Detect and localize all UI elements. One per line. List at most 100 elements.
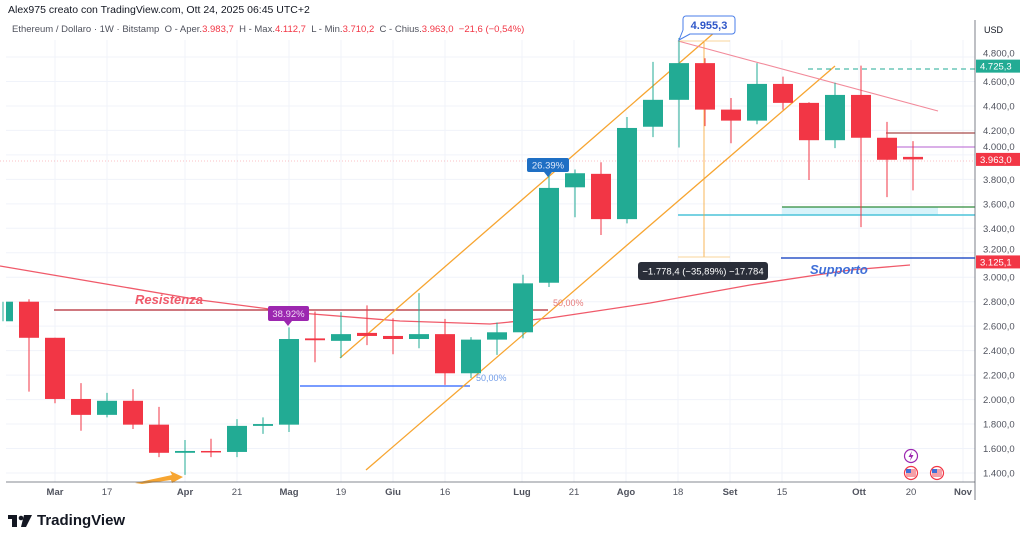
us-flag-icon[interactable] xyxy=(903,465,919,481)
candle[interactable] xyxy=(539,173,559,288)
candle[interactable] xyxy=(851,65,871,228)
price-tick: 2.200,0 xyxy=(983,371,1015,382)
candle-body xyxy=(97,400,117,415)
candle[interactable] xyxy=(435,318,455,385)
high-callout[interactable]: 4.955,3 xyxy=(691,20,728,32)
arrow-icon xyxy=(135,471,183,484)
candle[interactable] xyxy=(695,58,715,127)
price-tag-label: 3.125,1 xyxy=(980,257,1012,268)
time-tick: 17 xyxy=(102,487,113,498)
candle[interactable] xyxy=(721,97,741,144)
candle[interactable] xyxy=(71,383,91,431)
tradingview-logo[interactable]: TradingView xyxy=(8,512,125,529)
channel-lower-line[interactable] xyxy=(365,65,836,471)
candle[interactable] xyxy=(877,121,897,198)
candle-body xyxy=(331,334,351,341)
candle[interactable] xyxy=(513,274,533,339)
candle[interactable] xyxy=(331,312,351,358)
candle[interactable] xyxy=(669,37,689,148)
logo-text: TradingView xyxy=(37,512,126,529)
candle-body xyxy=(175,450,195,453)
candle[interactable] xyxy=(565,169,585,218)
candle[interactable] xyxy=(123,389,143,429)
candle[interactable] xyxy=(201,438,221,458)
candle-body xyxy=(123,400,143,425)
candle[interactable] xyxy=(2,301,13,322)
candle-body xyxy=(19,301,39,338)
candle[interactable] xyxy=(799,102,819,180)
time-tick: 21 xyxy=(232,487,243,498)
candle[interactable] xyxy=(461,337,481,379)
price-tick: 4.600,0 xyxy=(983,77,1015,88)
candle[interactable] xyxy=(383,318,403,355)
price-tick: 3.000,0 xyxy=(983,273,1015,284)
resistance-label[interactable]: Resistenza xyxy=(135,292,203,307)
time-tick: 21 xyxy=(569,487,580,498)
price-tag xyxy=(976,152,1020,166)
candle-body xyxy=(305,338,325,341)
candle[interactable] xyxy=(97,392,117,418)
measure-label: −1.778,4 (−35,89%) −17.784 xyxy=(642,267,763,278)
us-flag-icon[interactable] xyxy=(929,465,945,481)
candle-body xyxy=(513,283,533,333)
currency-label: USD xyxy=(984,25,1004,35)
candle[interactable] xyxy=(357,305,377,346)
price-axis[interactable]: 4.800,0 4.600,0 4.400,0 4.200,0 4.000,0 3.800… xyxy=(983,49,1015,480)
price-tag xyxy=(976,255,1020,269)
price-tick: 2.600,0 xyxy=(983,322,1015,333)
candle-body xyxy=(747,83,767,121)
time-tick: 19 xyxy=(336,487,347,498)
time-tick: Apr xyxy=(177,487,194,498)
pct-badge-2[interactable]: 26.39% xyxy=(532,161,565,172)
candle[interactable] xyxy=(279,327,299,433)
low-value: 3.710,2 xyxy=(342,24,375,35)
price-tick: 4.000,0 xyxy=(983,142,1015,153)
candle[interactable] xyxy=(253,417,273,434)
candle-body xyxy=(877,137,897,160)
candle-body xyxy=(903,156,923,160)
support-label[interactable]: Supporto xyxy=(810,262,868,277)
downtrend-line[interactable] xyxy=(677,40,939,112)
candle[interactable] xyxy=(773,76,793,110)
candle-body xyxy=(409,334,429,340)
candle[interactable] xyxy=(175,439,195,475)
price-tick: 1.600,0 xyxy=(983,444,1015,455)
time-tick: Mar xyxy=(47,487,64,498)
candle[interactable] xyxy=(617,116,637,224)
candle-body xyxy=(799,102,819,141)
symbol-name[interactable]: Ethereum / Dollaro · 1W · Bitstamp xyxy=(12,24,160,35)
price-tag-label: 4.725,3 xyxy=(980,62,1012,73)
price-tick: 3.400,0 xyxy=(983,224,1015,235)
high-label: H - Max. xyxy=(239,24,275,35)
candle[interactable] xyxy=(747,63,767,125)
candle-body xyxy=(773,83,793,103)
candle[interactable] xyxy=(149,406,169,458)
candle[interactable] xyxy=(305,311,325,363)
candle[interactable] xyxy=(643,61,663,138)
high-callout-pointer xyxy=(678,29,691,42)
time-tick: 15 xyxy=(777,487,788,498)
lightning-icon[interactable] xyxy=(903,448,919,464)
candle[interactable] xyxy=(487,322,507,355)
pct-badge-1[interactable]: 38.92% xyxy=(272,309,305,320)
candle[interactable] xyxy=(591,162,611,236)
candle-body xyxy=(695,63,715,110)
candle[interactable] xyxy=(903,141,923,191)
price-tick: 2.000,0 xyxy=(983,395,1015,406)
candle[interactable] xyxy=(19,299,39,392)
candle[interactable] xyxy=(45,337,65,404)
candle[interactable] xyxy=(227,419,247,458)
candle[interactable] xyxy=(825,82,845,149)
fib-label-1: 50,00% xyxy=(553,298,584,308)
support-zone[interactable] xyxy=(782,207,938,215)
candle[interactable] xyxy=(409,293,429,349)
candle-body xyxy=(825,94,845,141)
time-axis[interactable]: Mar 17 Apr 21 Mag 19 Giu 16 Lug 21 Ago 18 Set 15 Ott 20… xyxy=(47,487,973,498)
annotation-labels: Resistenza Supporto 4.955,3 26.39% 38.92… xyxy=(135,15,868,383)
open-value: 3.983,7 xyxy=(202,24,234,35)
measure-box xyxy=(638,262,768,280)
pct-badge-2-pointer xyxy=(544,172,552,177)
time-tick: 20 xyxy=(906,487,917,498)
candle-body xyxy=(721,109,741,121)
